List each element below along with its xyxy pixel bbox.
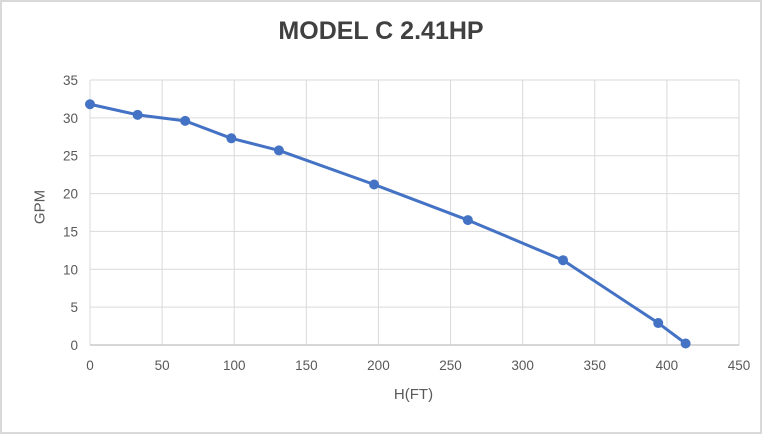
x-tick-label: 300 [511, 358, 534, 373]
series-line [88, 102, 688, 345]
y-axis-title: GPM [31, 189, 49, 225]
y-tick-label: 5 [70, 300, 78, 315]
data-point-marker [132, 109, 143, 120]
y-tick-label: 20 [63, 187, 78, 202]
x-tick-label: 0 [86, 358, 94, 373]
data-point-marker [369, 179, 380, 190]
x-tick-label: 450 [728, 358, 751, 373]
data-point-marker [558, 255, 569, 266]
data-point-marker [462, 215, 473, 226]
axis-tick-labels: 0 50 100 150 200 250 300 350 400 450 0 5 10 15 20 25 30 3… [63, 73, 750, 373]
data-point-marker [680, 338, 691, 349]
x-tick-label: 100 [223, 358, 246, 373]
data-point-marker [180, 115, 191, 126]
y-tick-label: 15 [63, 224, 78, 239]
y-tick-label: 25 [63, 149, 78, 164]
y-tick-label: 10 [63, 262, 78, 277]
x-tick-label: 350 [584, 358, 607, 373]
x-tick-label: 400 [656, 358, 679, 373]
data-point-marker [273, 145, 284, 156]
x-tick-label: 150 [295, 358, 318, 373]
data-series [85, 99, 691, 349]
data-point-marker [85, 99, 95, 110]
x-tick-label: 200 [367, 358, 390, 373]
chart-title: MODEL C 2.41HP [278, 17, 484, 45]
x-tick-label: 50 [155, 358, 170, 373]
y-tick-label: 35 [63, 73, 78, 88]
y-tick-label: 0 [70, 338, 78, 353]
x-tick-label: 250 [439, 358, 462, 373]
data-point-marker [653, 318, 664, 329]
data-point-marker [226, 133, 237, 144]
y-tick-label: 30 [63, 111, 78, 126]
x-axis-title: H(FT) [393, 386, 434, 403]
